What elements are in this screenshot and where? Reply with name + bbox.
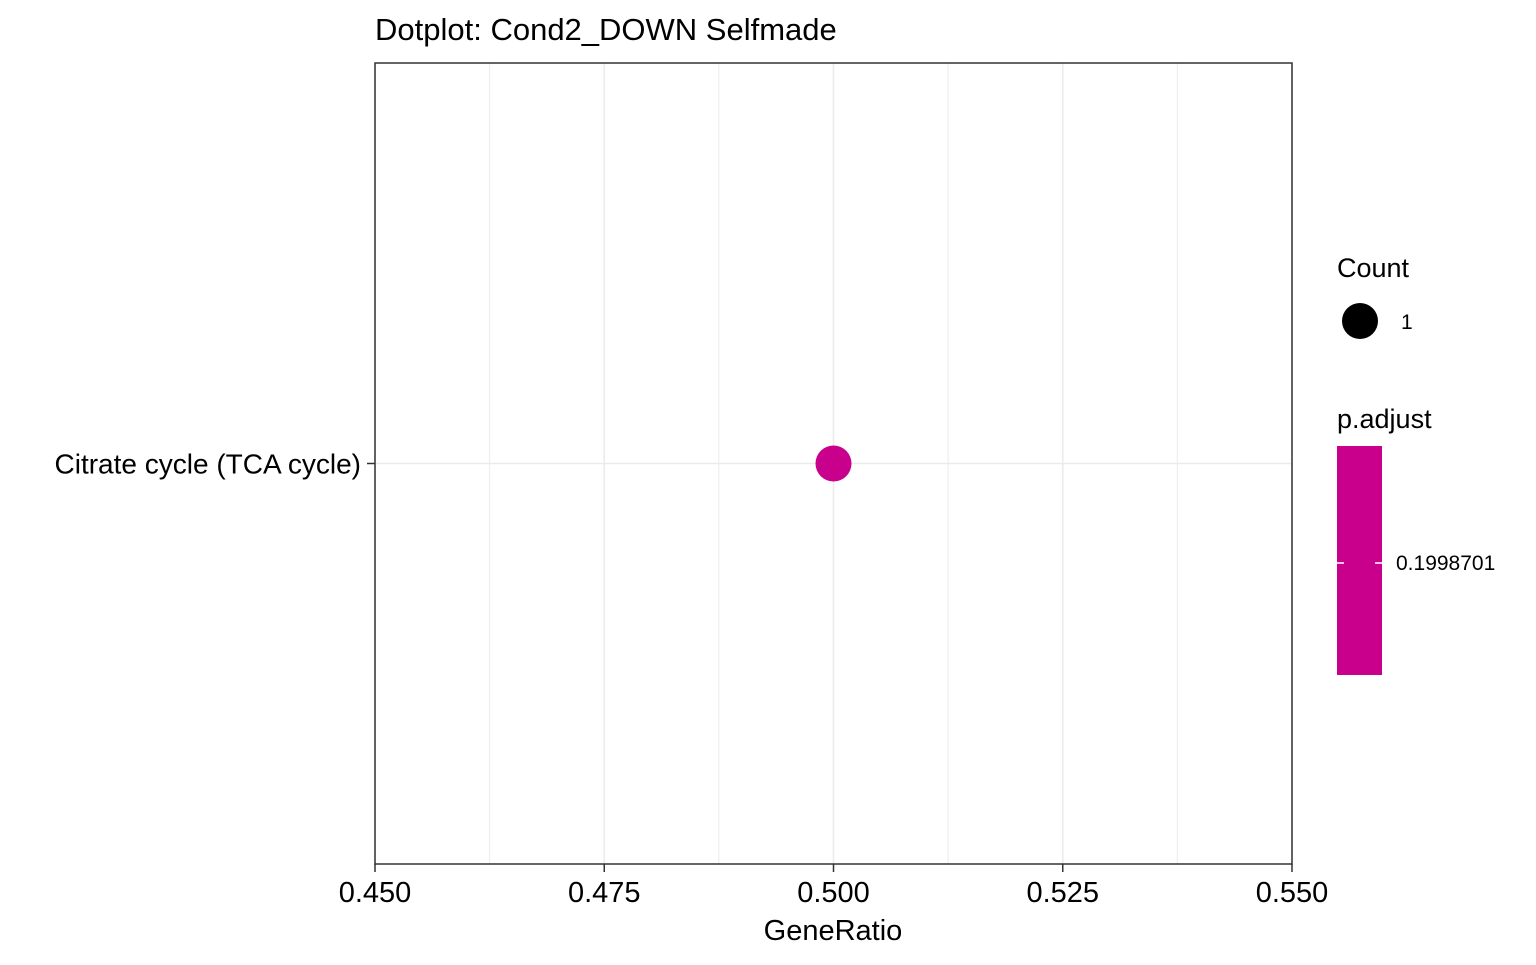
legend-layer: Count 1 p.adjust 0.1998701 (1337, 253, 1495, 675)
count-legend-label: 1 (1401, 311, 1413, 334)
count-legend-title: Count (1337, 253, 1410, 283)
x-tick-label: 0.475 (568, 877, 641, 909)
count-legend-entries: 1 (1342, 303, 1413, 339)
x-tick-label: 0.450 (339, 877, 412, 909)
x-tick-label: 0.525 (1026, 877, 1099, 909)
p-adjust-legend-title: p.adjust (1337, 404, 1432, 434)
x-tick-label: 0.500 (797, 877, 870, 909)
p-adjust-colorbar-label: 0.1998701 (1396, 552, 1495, 575)
chart-title: Dotplot: Cond2_DOWN Selfmade (375, 12, 837, 47)
p-adjust-colorbar (1337, 446, 1382, 675)
count-legend-key (1342, 303, 1378, 339)
x-axis-title: GeneRatio (764, 915, 903, 947)
points-layer (815, 445, 852, 482)
axis-layer: 0.450 0.475 0.500 0.525 0.550 Citrate cycle (… (55, 449, 1329, 910)
data-point (815, 445, 852, 482)
y-tick-label: Citrate cycle (TCA cycle) (55, 449, 362, 480)
x-tick-label: 0.550 (1256, 877, 1329, 909)
